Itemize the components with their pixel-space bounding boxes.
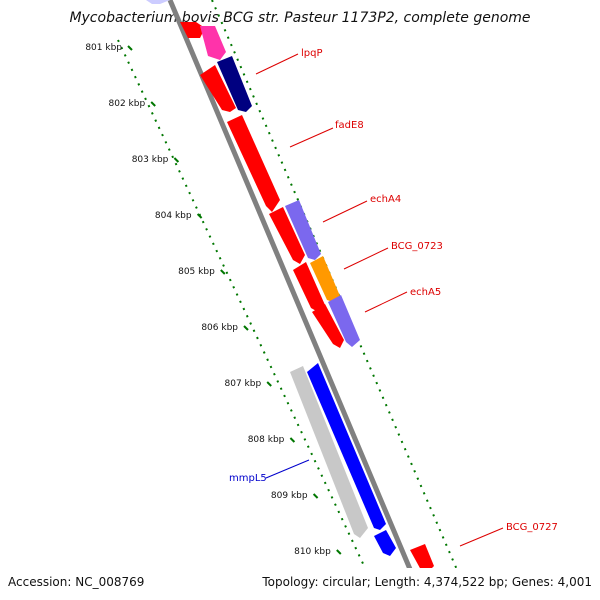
kbp-ruler: 801 kbp 802 kbp 803 kbp 804 kbp 805 kbp 806 k…: [85, 43, 342, 557]
kbp-tick-label: 808 kbp: [248, 435, 285, 445]
kbp-tick-mark: [220, 269, 226, 275]
kbp-tick-mark: [266, 381, 272, 387]
gene-arrow-red-804[interactable]: [269, 207, 305, 264]
kbp-tick-label: 810 kbp: [294, 547, 331, 557]
svg-text:fadE8: fadE8: [335, 120, 364, 131]
gene-arrow-top-partial[interactable]: [146, 0, 170, 4]
kbp-tick-label: 805 kbp: [178, 267, 215, 277]
svg-text:BCG_0727: BCG_0727: [506, 522, 558, 533]
gene-arrow-red-802[interactable]: [200, 65, 236, 112]
gene-arrow-bcg0727[interactable]: [410, 544, 434, 572]
gene-arrow-top-red[interactable]: [180, 22, 205, 38]
genome-summary: Topology: circular; Length: 4,374,522 bp…: [261, 575, 592, 589]
gene-label-lpqp[interactable]: lpqP: [255, 48, 323, 75]
svg-text:mmpL5: mmpL5: [229, 473, 267, 484]
gene-arrow-blue-807[interactable]: [307, 363, 386, 530]
gene-label-echa5[interactable]: echA5: [364, 287, 441, 313]
svg-text:lpqP: lpqP: [301, 48, 323, 59]
kbp-tick-label: 806 kbp: [201, 323, 238, 333]
kbp-tick-mark: [127, 45, 133, 51]
genome-backbone: [167, 0, 426, 600]
gene-arrow-mmpl5[interactable]: [290, 366, 368, 538]
kbp-tick-label: 804 kbp: [155, 211, 192, 221]
gene-arrow-lpqp[interactable]: [200, 26, 226, 60]
gene-arrow-navy-802[interactable]: [217, 56, 252, 112]
gene-arrow-echa4[interactable]: [285, 200, 321, 260]
kbp-tick-mark: [243, 325, 249, 331]
accession-label: Accession: NC_008769: [8, 575, 144, 589]
gene-arrow-echa5[interactable]: [328, 295, 360, 347]
kbp-tick-label: 803 kbp: [132, 155, 169, 165]
kbp-tick-label: 809 kbp: [271, 491, 308, 501]
kbp-tick-mark: [173, 157, 180, 163]
kbp-tick-mark: [336, 549, 342, 555]
kbp-tick-mark: [196, 213, 203, 219]
kbp-tick-mark: [150, 101, 156, 107]
kbp-tick-label: 802 kbp: [109, 99, 146, 109]
svg-text:echA5: echA5: [410, 287, 441, 298]
svg-text:BCG_0723: BCG_0723: [391, 241, 443, 252]
svg-text:echA4: echA4: [370, 194, 401, 205]
gene-arrow-red-805[interactable]: [293, 262, 325, 312]
gene-label-bcg0727[interactable]: BCG_0727: [459, 522, 558, 547]
gene-arrow-red-806[interactable]: [312, 304, 344, 348]
gene-label-bcg0723[interactable]: BCG_0723: [343, 241, 443, 270]
gene-label-echa4[interactable]: echA4: [322, 194, 401, 223]
feature-track: [146, 0, 434, 600]
gene-label-mmpl5[interactable]: mmpL5: [229, 459, 310, 484]
kbp-tick-label: 807 kbp: [225, 379, 262, 389]
gene-arrow-bcg0723[interactable]: [310, 256, 340, 302]
kbp-tick-label: 801 kbp: [85, 43, 122, 53]
gene-arrow-blue-810[interactable]: [374, 530, 396, 556]
footer-background: [0, 568, 600, 600]
map-title: Mycobacterium bovis BCG str. Pasteur 117…: [69, 10, 530, 26]
gene-label-fade8[interactable]: fadE8: [289, 120, 364, 148]
ruler-track-right: [211, 0, 471, 600]
gene-arrow-fade8[interactable]: [227, 115, 280, 212]
kbp-tick-mark: [289, 437, 296, 443]
kbp-tick-mark: [312, 493, 319, 499]
